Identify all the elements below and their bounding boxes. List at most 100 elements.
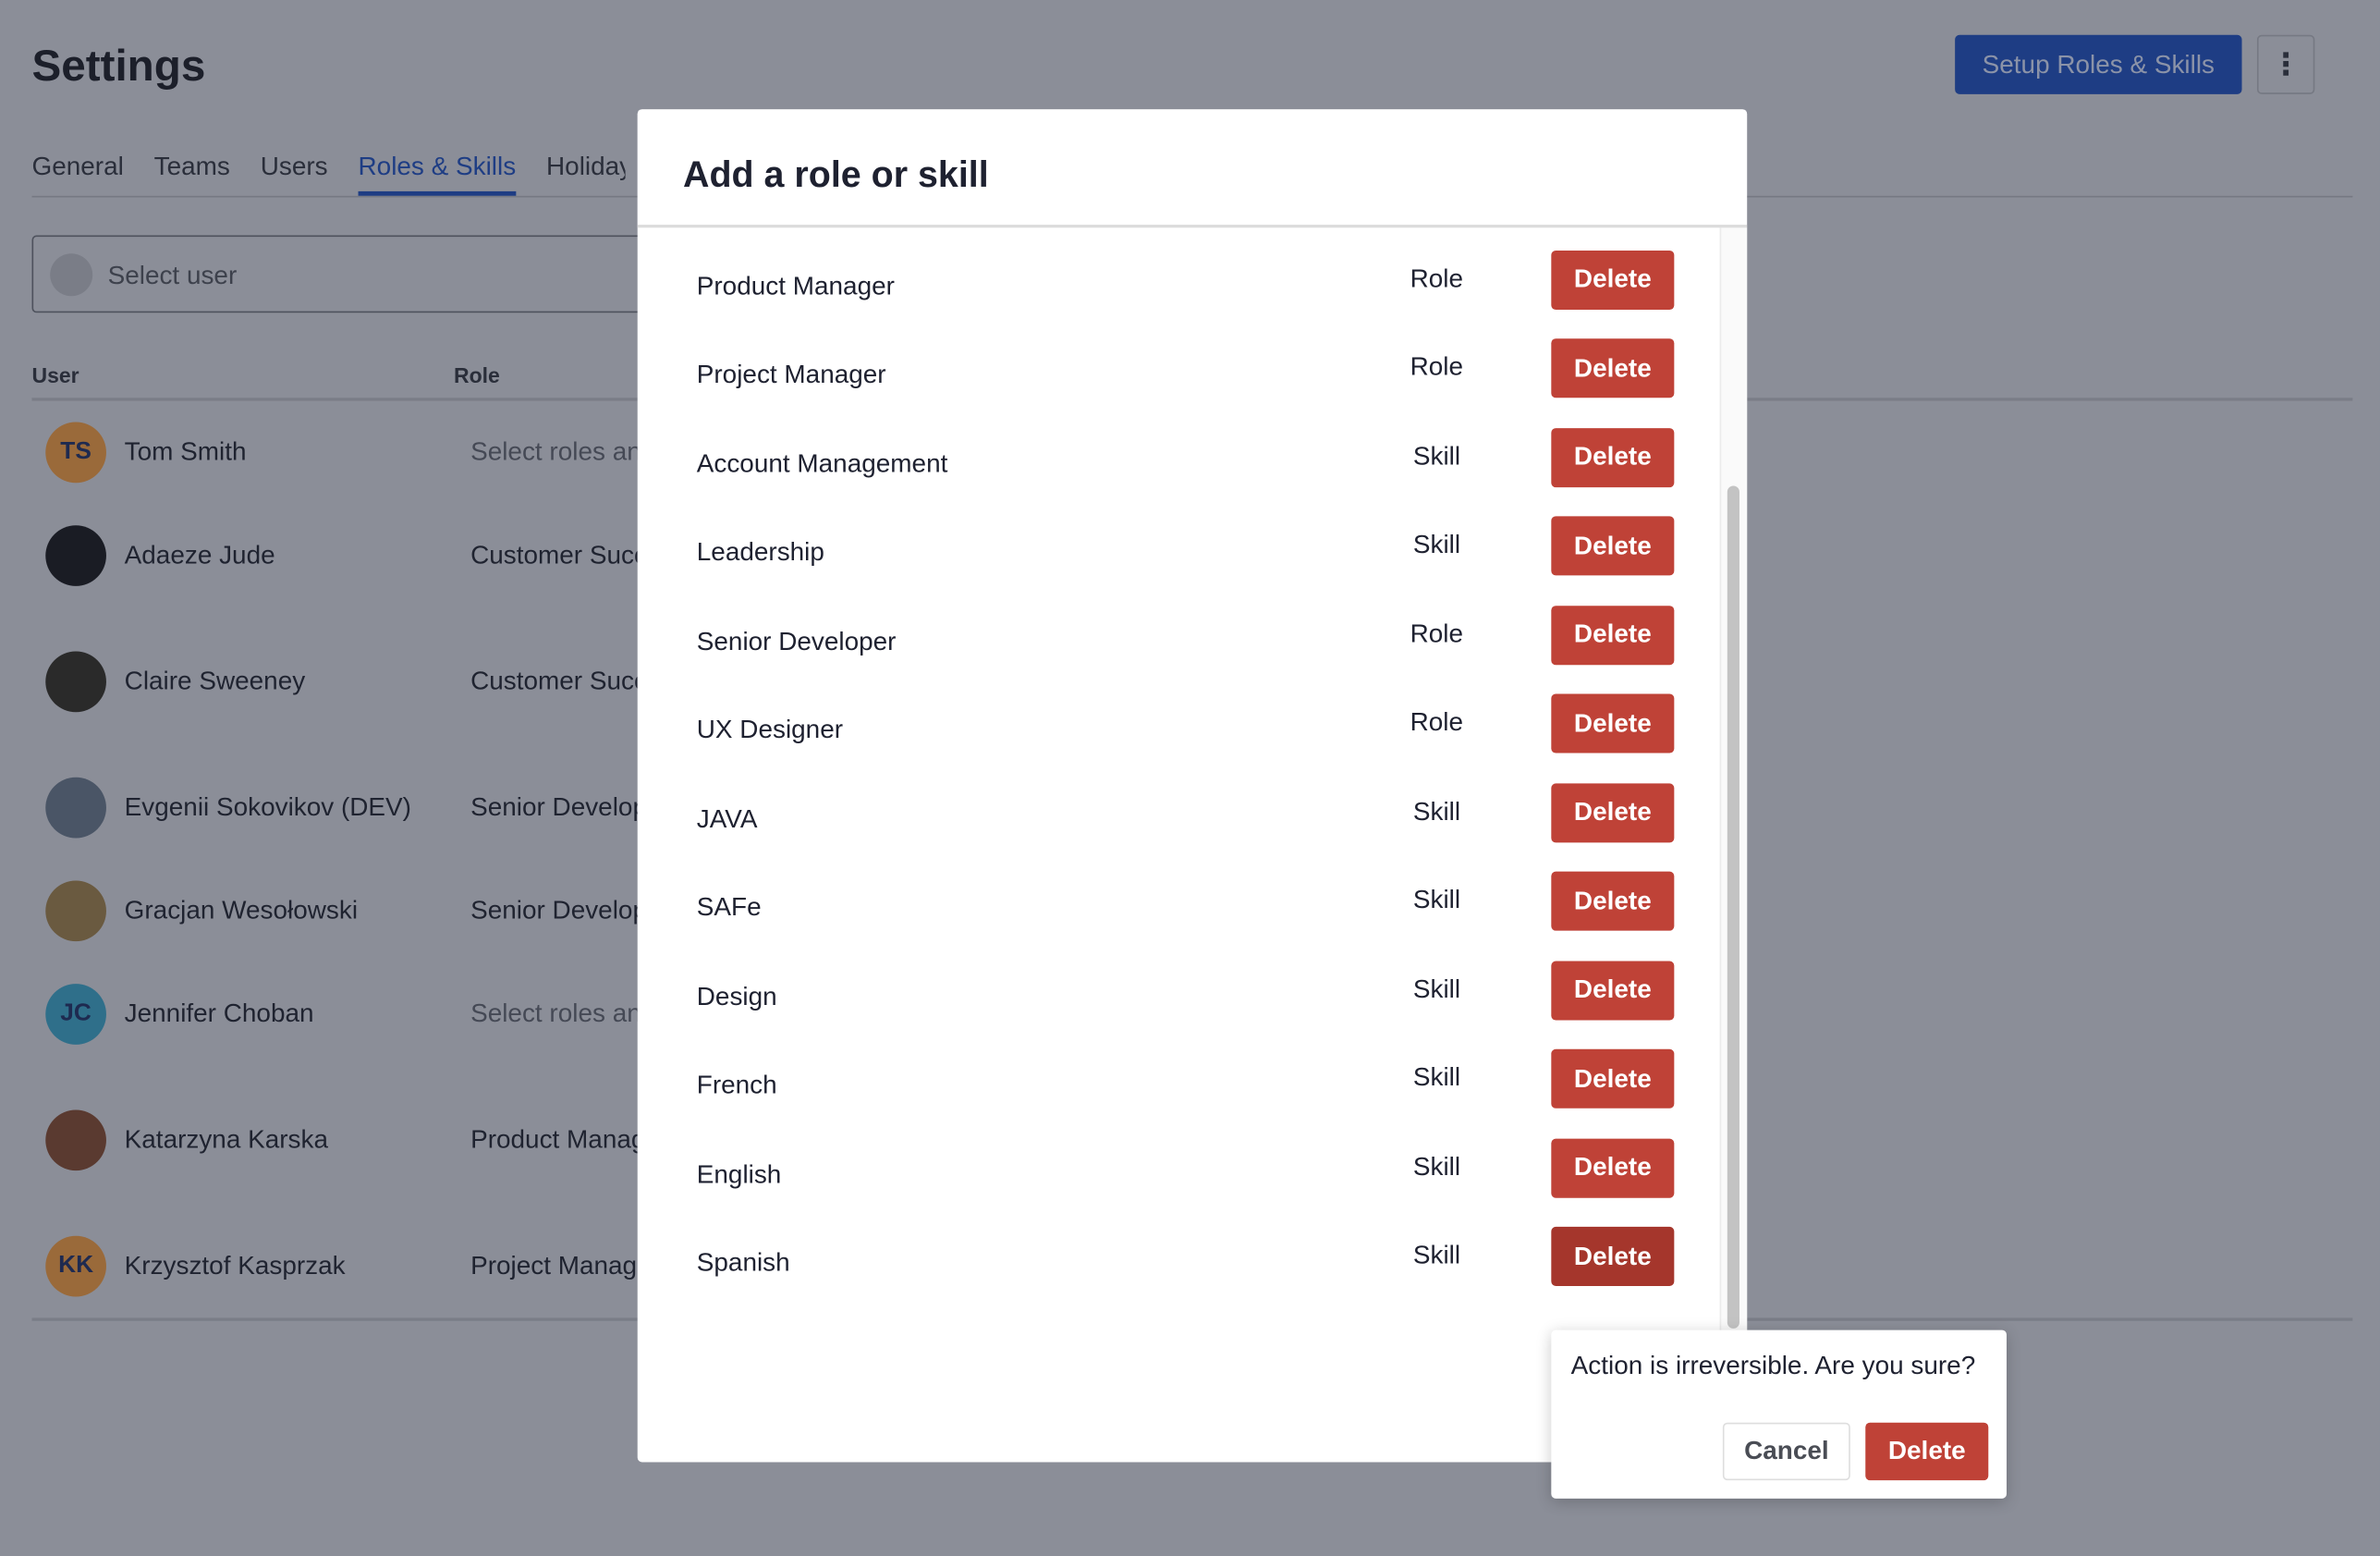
delete-button[interactable]: Delete	[1551, 427, 1675, 487]
user-name: Katarzyna Karska	[124, 1124, 329, 1155]
user-name: Gracjan Wesołowski	[124, 895, 359, 925]
user-role-select[interactable]: Customer Success Manager	[470, 540, 638, 570]
avatar: JC	[45, 984, 106, 1045]
user-role-select[interactable]: Senior Developer	[470, 792, 638, 822]
roles-skills-list: Customer Success ManagerRoleDeleteProduc…	[638, 227, 1720, 1462]
modal-title: Add a role or skill	[682, 154, 989, 196]
item-name: UX Designer	[696, 715, 844, 744]
delete-button[interactable]: Delete	[1551, 605, 1675, 665]
avatar: KK	[45, 1235, 106, 1297]
select-user-placeholder: Select user	[107, 261, 238, 290]
role-skill-item: Senior Developer Role Delete	[638, 605, 1720, 666]
item-type: Skill	[1412, 530, 1461, 559]
item-name: Product Manager	[696, 271, 895, 300]
delete-button[interactable]: Delete	[1551, 1226, 1675, 1286]
avatar	[45, 651, 106, 713]
user-row[interactable]: JC Jennifer Choban Select roles and skills	[45, 984, 653, 1045]
confirm-delete-button[interactable]: Delete	[1865, 1422, 1989, 1481]
modal-header: Add a role or skill	[637, 109, 1748, 228]
user-row[interactable]: Adaeze Jude Customer Success Manager	[45, 525, 653, 586]
avatar	[45, 525, 106, 586]
user-name: Tom Smith	[124, 436, 247, 467]
role-skill-item: Spanish Skill Delete	[638, 1226, 1720, 1288]
user-name: Evgenii Sokovikov (DEV)	[124, 792, 411, 822]
item-name: French	[696, 1070, 777, 1099]
item-type: Skill	[1412, 974, 1461, 1003]
add-role-skill-modal: Add a role or skill Customer Success Man…	[637, 109, 1748, 1463]
role-skill-item: Leadership Skill Delete	[638, 516, 1720, 577]
item-name: Project Manager	[696, 360, 886, 389]
user-role-select[interactable]: Select roles and skills	[470, 436, 638, 467]
role-skill-item: Account Management Skill Delete	[638, 427, 1720, 488]
scrollbar-thumb[interactable]	[1727, 485, 1739, 1329]
item-type: Skill	[1412, 796, 1461, 826]
delete-button[interactable]: Delete	[1551, 1137, 1675, 1197]
tab-holidays[interactable]: Holidays	[546, 152, 625, 181]
delete-button[interactable]: Delete	[1551, 960, 1675, 1020]
avatar	[45, 880, 106, 942]
role-skill-item: Product Manager Role Delete	[638, 250, 1720, 311]
avatar: TS	[45, 422, 106, 484]
role-skill-item: SAFe Skill Delete	[638, 871, 1720, 933]
select-user-input[interactable]: Select user	[31, 235, 670, 313]
role-skill-item: UX Designer Role Delete	[638, 693, 1720, 754]
role-skill-item: French Skill Delete	[638, 1048, 1720, 1110]
item-type: Role	[1410, 619, 1464, 648]
user-row[interactable]: Katarzyna Karska Product Manager	[45, 1109, 653, 1171]
item-type: Skill	[1412, 1151, 1461, 1181]
user-row[interactable]: TS Tom Smith Select roles and skills	[45, 422, 653, 484]
user-role-select[interactable]: Product Manager	[470, 1124, 638, 1155]
item-name: SAFe	[696, 892, 762, 922]
tab-roles-skills[interactable]: Roles & Skills	[358, 152, 517, 196]
item-name: Senior Developer	[696, 626, 897, 655]
page-title: Settings	[31, 42, 206, 92]
delete-button[interactable]: Delete	[1551, 693, 1675, 753]
user-name: Claire Sweeney	[124, 666, 306, 696]
setup-roles-skills-button[interactable]: Setup Roles & Skills	[1955, 34, 2242, 94]
column-header-user: User	[31, 362, 79, 387]
tab-teams[interactable]: Teams	[153, 152, 230, 181]
item-type: Skill	[1412, 1062, 1461, 1092]
settings-tabs: General Teams Users Roles & Skills Holidays	[31, 152, 625, 196]
item-type: Skill	[1412, 885, 1461, 914]
modal-scrollbar[interactable]	[1719, 227, 1748, 1463]
user-role-select[interactable]: Senior Developer	[470, 895, 638, 925]
delete-button[interactable]: Delete	[1551, 1048, 1675, 1109]
column-header-role: Role	[454, 362, 500, 387]
user-role-select[interactable]: Project Manager	[470, 1251, 638, 1280]
item-type: Skill	[1412, 441, 1461, 471]
delete-button[interactable]: Delete	[1551, 250, 1675, 310]
item-type: Role	[1410, 707, 1464, 737]
item-type: Role	[1410, 263, 1464, 293]
item-name: JAVA	[696, 803, 758, 833]
tab-users[interactable]: Users	[260, 152, 328, 181]
item-name: English	[696, 1158, 782, 1189]
delete-button[interactable]: Delete	[1551, 338, 1675, 398]
cancel-button[interactable]: Cancel	[1722, 1422, 1850, 1481]
user-row[interactable]: Evgenii Sokovikov (DEV) Senior Developer	[45, 777, 653, 839]
item-name: Account Management	[696, 448, 948, 478]
user-row[interactable]: Claire Sweeney Customer Success Manager	[45, 651, 653, 713]
item-name: Design	[696, 981, 777, 1011]
user-name: Jennifer Choban	[124, 999, 314, 1028]
user-role-select[interactable]: Select roles and skills	[470, 999, 638, 1028]
user-role-select[interactable]: Customer Success Manager	[470, 666, 638, 696]
user-name: Adaeze Jude	[124, 540, 275, 570]
role-skill-item: JAVA Skill Delete	[638, 782, 1720, 844]
user-row[interactable]: Gracjan Wesołowski Senior Developer	[45, 880, 653, 942]
delete-button[interactable]: Delete	[1551, 871, 1675, 931]
tab-general[interactable]: General	[31, 152, 124, 181]
delete-button[interactable]: Delete	[1551, 516, 1675, 576]
avatar	[45, 1109, 106, 1171]
role-skill-item: English Skill Delete	[638, 1137, 1720, 1199]
kebab-vertical-icon[interactable]: ⋮	[2256, 34, 2315, 94]
confirm-delete-popover: Action is irreversible. Are you sure? Ca…	[1551, 1329, 2007, 1499]
user-row[interactable]: KK Krzysztof Kasprzak Project Manager	[45, 1235, 653, 1297]
confirm-message: Action is irreversible. Are you sure?	[1570, 1351, 1976, 1380]
item-type: Role	[1410, 351, 1464, 382]
user-icon	[50, 253, 93, 297]
user-name: Krzysztof Kasprzak	[124, 1251, 346, 1280]
delete-button[interactable]: Delete	[1551, 782, 1675, 842]
avatar	[45, 777, 106, 839]
